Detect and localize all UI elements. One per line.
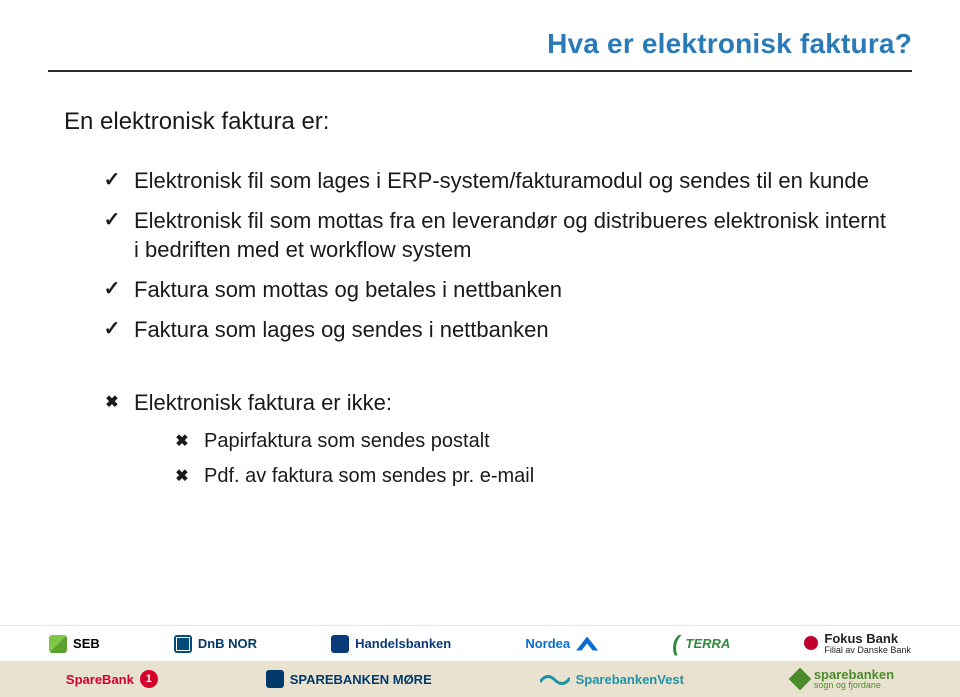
- seb-icon: [49, 635, 67, 653]
- logo-text: SparebankenVest: [576, 672, 684, 687]
- list-item: ✖ Elektronisk faktura er ikke: ✖ Papirfa…: [100, 388, 896, 490]
- logo-nordea: Nordea: [525, 636, 598, 651]
- list-item: ✖ Pdf. av faktura som sendes pr. e-mail: [170, 463, 896, 490]
- logo-handelsbanken: Handelsbanken: [331, 635, 451, 653]
- logo-sparebanken-more: SPAREBANKEN MØRE: [266, 670, 432, 688]
- page-title: Hva er elektronisk faktura?: [48, 28, 912, 60]
- list-item-text: Elektronisk fil som lages i ERP-system/f…: [134, 168, 869, 193]
- list-item-text: Pdf. av faktura som sendes pr. e-mail: [204, 465, 534, 487]
- logo-text: Nordea: [525, 636, 570, 651]
- check-icon: ✓: [100, 208, 124, 232]
- check-icon: ✓: [100, 277, 124, 301]
- logo-text: DnB NOR: [198, 636, 257, 651]
- logo-sparebanken-sogn: sparebanken sogn og fjordane: [792, 668, 894, 691]
- logo-subtext: sogn og fjordane: [814, 681, 894, 690]
- header: Hva er elektronisk faktura?: [48, 28, 912, 72]
- sparebank1-icon: 1: [140, 670, 158, 688]
- logo-text: SPAREBANKEN MØRE: [290, 672, 432, 687]
- cross-icon: ✖: [100, 390, 124, 414]
- logo-terra: ( TERRA: [672, 631, 730, 657]
- section-subtitle: En elektronisk faktura er:: [64, 108, 896, 136]
- content: En elektronisk faktura er: ✓ Elektronisk…: [64, 108, 896, 500]
- fokus-icon: [804, 636, 818, 650]
- footer: SEB DnB NOR Handelsbanken Nordea ( TERRA: [0, 625, 960, 697]
- cross-list: ✖ Elektronisk faktura er ikke: ✖ Papirfa…: [100, 388, 896, 490]
- logo-seb: SEB: [49, 635, 100, 653]
- handelsbanken-icon: [331, 635, 349, 653]
- list-item: ✓ Faktura som mottas og betales i nettba…: [100, 275, 896, 305]
- logo-sparebank1: SpareBank 1: [66, 670, 158, 688]
- title-rule: [48, 70, 912, 72]
- footer-row-2: SpareBank 1 SPAREBANKEN MØRE Sparebanken…: [0, 661, 960, 697]
- check-list: ✓ Elektronisk fil som lages i ERP-system…: [100, 166, 896, 344]
- vest-icon: [540, 672, 570, 686]
- cross-icon: ✖: [170, 465, 194, 489]
- logo-subtext: Filial av Danske Bank: [824, 646, 911, 655]
- logo-text: Fokus Bank: [824, 632, 911, 646]
- list-item-text: Faktura som mottas og betales i nettbank…: [134, 277, 562, 302]
- list-item-text: Elektronisk faktura er ikke:: [134, 390, 392, 415]
- nordea-icon: [576, 637, 598, 651]
- sogn-icon: [789, 668, 812, 691]
- check-icon: ✓: [100, 317, 124, 341]
- list-item-text: Elektronisk fil som mottas fra en levera…: [134, 208, 886, 263]
- slide: Hva er elektronisk faktura? En elektroni…: [0, 0, 960, 697]
- logo-text: SEB: [73, 636, 100, 651]
- spacer: [64, 354, 896, 388]
- list-item-text: Papirfaktura som sendes postalt: [204, 430, 490, 452]
- list-item-text: Faktura som lages og sendes i nettbanken: [134, 317, 549, 342]
- logo-text: TERRA: [686, 636, 731, 651]
- check-icon: ✓: [100, 168, 124, 192]
- list-item: ✓ Elektronisk fil som mottas fra en leve…: [100, 206, 896, 265]
- footer-row-1: SEB DnB NOR Handelsbanken Nordea ( TERRA: [0, 625, 960, 661]
- cross-icon: ✖: [170, 430, 194, 454]
- list-item: ✓ Elektronisk fil som lages i ERP-system…: [100, 166, 896, 196]
- terra-icon: (: [672, 631, 679, 657]
- list-item: ✖ Papirfaktura som sendes postalt: [170, 428, 896, 455]
- dnb-icon: [174, 635, 192, 653]
- logo-dnbnor: DnB NOR: [174, 635, 257, 653]
- logo-text: Handelsbanken: [355, 636, 451, 651]
- more-icon: [266, 670, 284, 688]
- logo-sparebanken-vest: SparebankenVest: [540, 672, 684, 687]
- cross-list-nested: ✖ Papirfaktura som sendes postalt ✖ Pdf.…: [170, 428, 896, 490]
- logo-text: SpareBank: [66, 672, 134, 687]
- list-item: ✓ Faktura som lages og sendes i nettbank…: [100, 315, 896, 345]
- logo-text: sparebanken: [814, 668, 894, 682]
- logo-fokusbank: Fokus Bank Filial av Danske Bank: [804, 632, 911, 655]
